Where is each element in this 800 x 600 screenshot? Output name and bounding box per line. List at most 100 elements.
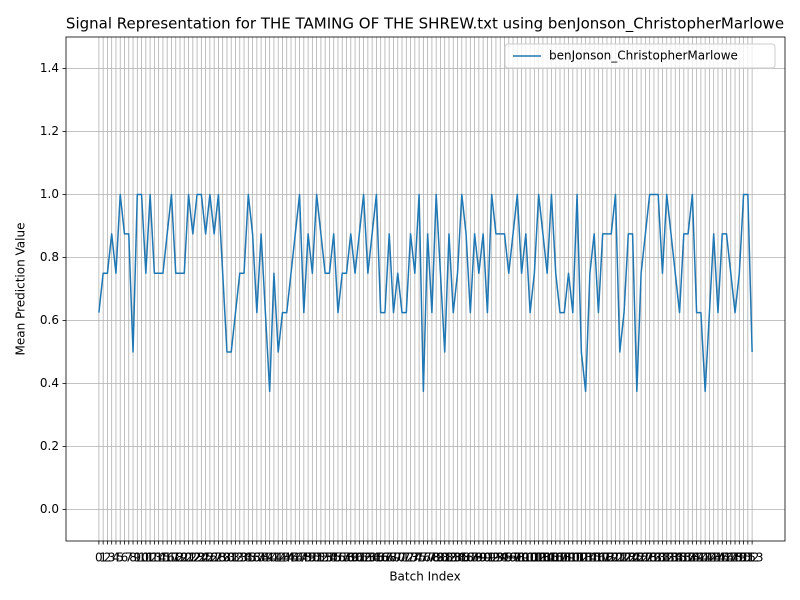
x-tick-label: 67 <box>377 551 392 565</box>
x-tick-label: 23 <box>189 551 204 565</box>
x-tick-label: 56 <box>330 551 345 565</box>
x-tick-label: 5 <box>116 551 124 565</box>
y-tick-label: 0.4 <box>40 376 59 390</box>
x-tick-label: 17 <box>164 551 179 565</box>
x-tick-label: 47 <box>292 551 307 565</box>
x-tick-label: 100 <box>514 551 537 565</box>
x-tick-label: 62 <box>356 551 371 565</box>
x-tick-label: 153 <box>741 551 764 565</box>
x-tick-label: 142 <box>694 551 717 565</box>
x-tick-label: 106 <box>540 551 563 565</box>
x-tick-label: 45 <box>283 551 298 565</box>
x-tick-label: 44 <box>279 551 294 565</box>
x-tick-label: 6 <box>121 551 129 565</box>
x-tick-label: 127 <box>630 551 653 565</box>
x-tick-label: 148 <box>719 551 742 565</box>
x-tick-label: 55 <box>326 551 341 565</box>
x-tick-label: 109 <box>553 551 576 565</box>
x-tick-label: 14 <box>151 551 166 565</box>
x-tick-label: 37 <box>249 551 264 565</box>
x-tick-label: 10 <box>134 551 149 565</box>
legend-box <box>504 43 776 69</box>
x-tick-label: 33 <box>232 551 247 565</box>
x-tick-label: 113 <box>570 551 593 565</box>
x-tick-label: 50 <box>305 551 320 565</box>
x-tick-label: 28 <box>211 551 226 565</box>
x-tick-label: 152 <box>736 551 759 565</box>
x-tick-label: 19 <box>172 551 187 565</box>
x-tick-label: 59 <box>343 551 358 565</box>
x-tick-label: 30 <box>219 551 234 565</box>
x-tick-label: 68 <box>382 551 397 565</box>
x-tick-label: 53 <box>318 551 333 565</box>
x-tick-label: 98 <box>510 551 525 565</box>
x-tick-label: 48 <box>296 551 311 565</box>
x-tick-label: 51 <box>309 551 324 565</box>
x-tick-label: 90 <box>475 551 490 565</box>
x-tick-label: 151 <box>732 551 755 565</box>
x-tick-label: 143 <box>698 551 721 565</box>
x-tick-label: 140 <box>685 551 708 565</box>
axes-frame <box>65 36 786 542</box>
x-tick-label: 58 <box>339 551 354 565</box>
x-tick-label: 64 <box>364 551 379 565</box>
x-tick-label: 34 <box>236 551 251 565</box>
x-tick-label: 36 <box>245 551 260 565</box>
x-tick-label: 128 <box>634 551 657 565</box>
x-tick-label: 9 <box>133 551 141 565</box>
x-tick-label: 121 <box>604 551 627 565</box>
x-tick-label: 84 <box>450 551 465 565</box>
x-tick-label: 139 <box>681 551 704 565</box>
x-tick-label: 89 <box>471 551 486 565</box>
x-tick-label: 42 <box>271 551 286 565</box>
x-tick-label: 41 <box>266 551 281 565</box>
x-tick-label: 46 <box>288 551 303 565</box>
x-tick-label: 87 <box>463 551 478 565</box>
x-tick-label: 97 <box>505 551 520 565</box>
x-tick-label: 40 <box>262 551 277 565</box>
x-tick-label: 85 <box>454 551 469 565</box>
x-tick-label: 71 <box>394 551 409 565</box>
x-tick-label: 119 <box>596 551 619 565</box>
x-tick-label: 7 <box>125 551 133 565</box>
x-tick-label: 103 <box>527 551 550 565</box>
x-tick-label: 137 <box>672 551 695 565</box>
x-tick-label: 112 <box>566 551 589 565</box>
x-tick-label: 86 <box>458 551 473 565</box>
x-tick-label: 110 <box>557 551 580 565</box>
x-tick-label: 18 <box>168 551 183 565</box>
x-tick-label: 118 <box>591 551 614 565</box>
x-tick-label: 83 <box>446 551 461 565</box>
legend-label: benJonson_ChristopherMarlowe <box>549 49 738 63</box>
x-tick-label: 16 <box>160 551 175 565</box>
data-line <box>98 193 753 393</box>
x-tick-label: 43 <box>275 551 290 565</box>
x-tick-label: 130 <box>642 551 665 565</box>
x-tick-label: 101 <box>519 551 542 565</box>
x-tick-label: 2 <box>104 551 112 565</box>
x-tick-label: 13 <box>147 551 162 565</box>
x-tick-label: 52 <box>313 551 328 565</box>
x-tick-label: 25 <box>198 551 213 565</box>
x-tick-label: 0 <box>95 551 103 565</box>
x-tick-label: 117 <box>587 551 610 565</box>
x-tick-label: 76 <box>416 551 431 565</box>
x-tick-label: 12 <box>142 551 157 565</box>
x-tick-label: 11 <box>138 551 153 565</box>
x-tick-label: 132 <box>651 551 674 565</box>
x-tick-label: 63 <box>360 551 375 565</box>
x-tick-label: 129 <box>638 551 661 565</box>
x-tick-label: 32 <box>228 551 243 565</box>
x-tick-label: 4 <box>112 551 120 565</box>
x-tick-label: 24 <box>194 551 209 565</box>
x-tick-label: 38 <box>253 551 268 565</box>
x-tick-label: 66 <box>373 551 388 565</box>
x-tick-label: 145 <box>707 551 730 565</box>
x-tick-label: 99 <box>514 551 529 565</box>
x-tick-label: 73 <box>403 551 418 565</box>
x-tick-label: 114 <box>574 551 597 565</box>
x-tick-label: 69 <box>386 551 401 565</box>
y-tick-label: 0.2 <box>40 439 59 453</box>
x-tick-label: 96 <box>501 551 516 565</box>
